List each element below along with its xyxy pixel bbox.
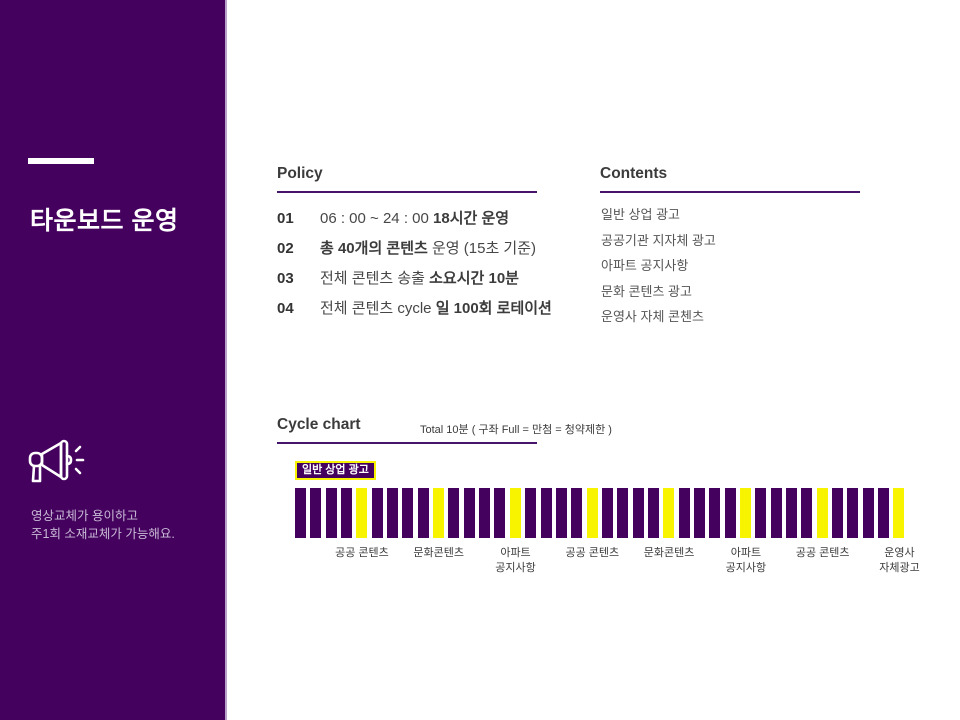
policy-item-bold: 18시간 운영 — [433, 210, 510, 227]
cycle-bar — [295, 488, 306, 538]
cycle-bar — [693, 488, 705, 538]
policy-item: 03 전체 콘텐츠 송출 소요시간 10분 — [277, 264, 577, 294]
cycle-bar-label: 아파트 공지사항 — [725, 547, 767, 574]
cycle-bar — [678, 488, 690, 538]
cycle-bar — [770, 488, 782, 538]
cycle-bar — [832, 488, 844, 538]
cycle-bar — [463, 488, 475, 538]
cycle-bar-label: 아파트 공지사항 — [495, 547, 536, 574]
contents-heading: Contents — [600, 165, 668, 182]
contents-list: 일반 상업 광고 공공기관 지자체 광고 아파트 공지사항 문화 콘텐츠 광고 … — [601, 202, 881, 330]
policy-list: 01 06 : 00 ~ 24 : 00 18시간 운영 02 총 40개의 콘텐츠… — [277, 204, 577, 324]
cycle-bar — [878, 488, 890, 538]
cycle-bar — [663, 488, 675, 538]
cycle-bar-label: 문화콘텐츠 — [643, 547, 695, 559]
policy-item-number: 03 — [277, 270, 294, 287]
cycle-bar — [632, 488, 644, 538]
cycle-bar — [325, 488, 337, 538]
cycle-bar — [739, 488, 751, 538]
policy-item: 01 06 : 00 ~ 24 : 00 18시간 운영 — [277, 204, 577, 234]
policy-item-bold: 총 40개의 콘텐츠 — [320, 240, 428, 257]
cycle-bar — [479, 488, 491, 538]
cycle-bar — [525, 488, 537, 538]
cycle-bar — [448, 488, 460, 538]
policy-item-bold: 일 100회 로테이션 — [435, 300, 552, 317]
cycle-bar — [755, 488, 767, 538]
cycle-bar-label: 운영사 자체광고 — [879, 547, 920, 574]
cycle-bar — [540, 488, 552, 538]
contents-item: 공공기관 지자체 광고 — [601, 232, 716, 248]
cycle-bar — [571, 488, 583, 538]
cycle-chart-heading: Cycle chart — [277, 416, 361, 433]
cycle-bar-label: 공공 콘텐츠 — [565, 547, 620, 559]
cycle-bar — [341, 488, 353, 538]
accent-dash — [28, 158, 94, 164]
cycle-bar — [433, 488, 445, 538]
cycle-bar — [786, 488, 797, 538]
cycle-bar — [310, 488, 322, 538]
policy-heading: Policy — [277, 165, 323, 182]
cycle-bar — [847, 488, 859, 538]
cycle-bar — [617, 488, 629, 538]
cycle-bar — [417, 488, 429, 538]
page-title: 타운보드 운영 — [30, 207, 179, 235]
policy-item-text: 운영 (15초 기준) — [427, 240, 537, 257]
policy-item-text: 전체 콘텐츠 송출 — [320, 270, 430, 287]
policy-item: 02 총 40개의 콘텐츠 운영 (15초 기준) — [277, 234, 577, 264]
cycle-bar — [709, 488, 721, 538]
megaphone-icon — [28, 439, 85, 483]
cycle-bar-label: 공공 콘텐츠 — [795, 547, 850, 559]
policy-item: 04 전체 콘텐츠 cycle 일 100회 로테이션 — [277, 294, 577, 324]
policy-item-number: 01 — [277, 210, 294, 227]
policy-item-bold: 소요시간 10분 — [429, 270, 519, 287]
cycle-bar — [555, 488, 567, 538]
policy-item-number: 02 — [277, 240, 294, 257]
cycle-bar — [647, 488, 659, 538]
contents-rule — [600, 191, 860, 193]
contents-item: 일반 상업 광고 — [601, 207, 680, 222]
contents-item: 운영사 자체 콘첸츠 — [601, 309, 704, 324]
cycle-bars — [295, 488, 905, 538]
cycle-bar — [893, 488, 905, 538]
cycle-bar — [724, 488, 736, 538]
cycle-bar — [402, 488, 414, 538]
sidebar: 타운보드 운영 영상교체가 용이하고 주1회 소재교체가 가능해요. — [0, 0, 227, 720]
policy-item-text: 전체 콘텐츠 cycle — [320, 300, 436, 317]
cycle-bar — [371, 488, 383, 538]
cycle-bar — [816, 488, 828, 538]
policy-item-text: 06 : 00 ~ 24 : 00 — [320, 210, 434, 227]
cycle-bar — [801, 488, 813, 538]
contents-item: 문화 콘텐츠 광고 — [601, 283, 692, 299]
policy-item-number: 04 — [277, 300, 294, 317]
cycle-bar-label: 공공 콘텐츠 — [335, 547, 389, 559]
cycle-bar — [862, 488, 874, 538]
cycle-bar — [356, 488, 368, 538]
cycle-bar-label: 문화콘텐츠 — [413, 547, 465, 559]
contents-item: 아파트 공지사항 — [601, 258, 689, 273]
cycle-bar — [387, 488, 399, 538]
cycle-chart-subtitle: Total 10분 ( 구좌 Full = 만첨 = 청약제한 ) — [420, 424, 612, 436]
cycle-bar-labels: 공공 콘텐츠 문화콘텐츠 아파트 공지사항 공공 콘텐츠 문화콘텐츠 아파트 공지사항 공공… — [295, 546, 920, 582]
cycle-bar — [509, 488, 521, 538]
cycle-chart-rule — [277, 442, 537, 444]
sidebar-note: 영상교체가 용이하고 주1회 소재교체가 가능해요. — [31, 509, 175, 542]
cycle-bar — [601, 488, 613, 538]
cycle-bar — [586, 488, 598, 538]
cycle-bar — [494, 488, 506, 538]
policy-rule — [277, 191, 537, 193]
legend-general-ad: 일반 상업 광고 — [295, 461, 376, 480]
